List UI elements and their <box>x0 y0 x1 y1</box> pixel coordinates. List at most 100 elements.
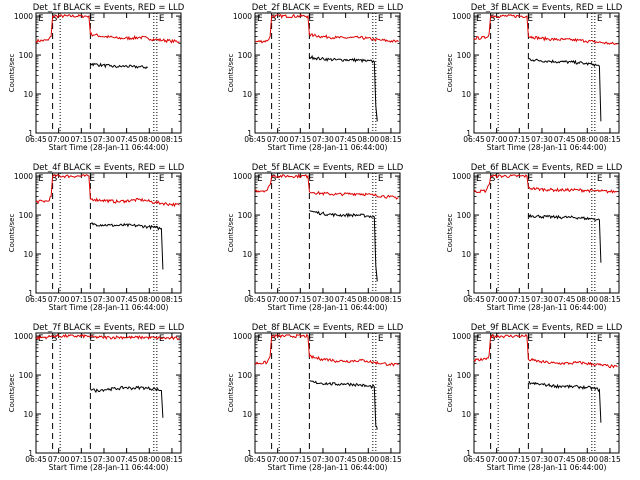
y-tick-label: 100 <box>19 51 34 60</box>
x-tick-label: 07:30 <box>93 135 115 144</box>
x-tick-label: 08:15 <box>599 295 621 304</box>
y-tick-label: 1000 <box>14 172 33 181</box>
y-tick-label: 100 <box>19 211 34 220</box>
plot-frame <box>473 332 620 454</box>
chart-title: Det_4f BLACK = Events, RED = LLD <box>33 163 185 173</box>
event-mark-label: E <box>378 174 384 184</box>
x-axis-label: Start Time (28-Jan-11 06:44:00) <box>268 303 388 312</box>
event-mark-label: E <box>378 334 384 344</box>
x-tick-label: 08:15 <box>380 455 402 464</box>
x-tick-label: 06:45 <box>25 455 47 464</box>
y-tick-label: 10 <box>23 410 33 419</box>
x-axis-label: Start Time (28-Jan-11 06:44:00) <box>268 463 388 472</box>
x-tick-label: 07:15 <box>290 455 312 464</box>
y-tick-label: 10 <box>461 250 471 259</box>
events-series-line <box>90 62 149 70</box>
x-tick-label: 07:30 <box>93 455 115 464</box>
plot-frame <box>473 12 620 134</box>
x-axis-label: Start Time (28-Jan-11 06:44:00) <box>487 303 607 312</box>
y-tick-label: 1000 <box>452 12 471 21</box>
x-tick-label: 07:30 <box>531 135 553 144</box>
y-tick-label: 10 <box>242 90 252 99</box>
y-axis-label: Counts/sec <box>227 54 235 93</box>
x-tick-label: 08:00 <box>357 135 379 144</box>
chart-title: Det_2f BLACK = Events, RED = LLD <box>252 3 404 13</box>
x-tick-label: 07:45 <box>554 295 576 304</box>
chart-panel: Det_3f BLACK = Events, RED = LLD 1 10 100 10… <box>446 3 623 152</box>
x-tick-label: 06:45 <box>244 295 266 304</box>
chart-title: Det_5f BLACK = Events, RED = LLD <box>252 163 404 173</box>
y-axis-label: Counts/sec <box>8 214 16 253</box>
x-tick-label: 07:00 <box>267 455 289 464</box>
x-tick-label: 08:00 <box>576 295 598 304</box>
x-tick-label: 07:15 <box>509 295 531 304</box>
lld-series-line <box>35 333 180 341</box>
plot-frame <box>35 12 182 134</box>
x-tick-label: 07:30 <box>531 455 553 464</box>
x-tick-label: 07:15 <box>71 455 93 464</box>
x-tick-label: 08:15 <box>161 135 183 144</box>
event-mark-label: S <box>271 334 277 344</box>
lld-series-line <box>35 173 180 208</box>
x-tick-label: 08:15 <box>161 455 183 464</box>
x-tick-label: 07:15 <box>290 295 312 304</box>
y-tick-label: 1000 <box>14 332 33 341</box>
y-tick-label: 100 <box>19 371 34 380</box>
chart-title: Det_7f BLACK = Events, RED = LLD <box>33 323 185 333</box>
x-tick-label: 08:15 <box>380 135 402 144</box>
chart-panel: Det_8f BLACK = Events, RED = LLD 1 10 100 10… <box>227 323 404 472</box>
x-tick-label: 08:00 <box>357 295 379 304</box>
x-tick-label: 07:15 <box>71 135 93 144</box>
x-tick-label: 08:00 <box>138 135 160 144</box>
event-mark-label: E <box>527 14 533 24</box>
x-tick-label: 08:00 <box>138 455 160 464</box>
y-tick-label: 10 <box>23 90 33 99</box>
events-series-line <box>308 54 378 122</box>
x-tick-label: 07:00 <box>267 135 289 144</box>
events-series-line <box>309 380 378 430</box>
x-tick-label: 08:00 <box>576 455 598 464</box>
event-mark-label: S <box>52 14 58 24</box>
x-tick-label: 06:45 <box>25 295 47 304</box>
events-series-line <box>528 380 602 423</box>
event-mark-label: E <box>378 14 384 24</box>
lld-series-line <box>254 13 399 44</box>
y-tick-label: 1 <box>247 129 252 138</box>
chart-title: Det_1f BLACK = Events, RED = LLD <box>33 3 185 13</box>
event-mark-label: E <box>89 174 95 184</box>
chart-panel: Det_9f BLACK = Events, RED = LLD 1 10 100 10… <box>446 323 623 472</box>
y-tick-label: 1 <box>247 449 252 458</box>
event-mark-label: E <box>476 14 482 24</box>
y-axis-label: Counts/sec <box>446 54 454 93</box>
event-mark-label: E <box>476 174 482 184</box>
event-mark-label: E <box>308 14 314 24</box>
chart-panel: Det_4f BLACK = Events, RED = LLD 1 10 100 10… <box>8 163 185 312</box>
event-mark-label: E <box>257 174 263 184</box>
chart-panel: Det_1f BLACK = Events, RED = LLD 1 10 100 10… <box>8 3 185 152</box>
chart-panel: Det_6f BLACK = Events, RED = LLD 1 10 100 10… <box>446 163 623 312</box>
lld-series-line <box>254 173 399 200</box>
plot-frame <box>254 12 401 134</box>
event-mark-label: S <box>52 334 58 344</box>
events-series-line <box>527 213 602 263</box>
x-tick-label: 07:45 <box>335 135 357 144</box>
x-tick-label: 07:45 <box>335 455 357 464</box>
event-mark-label: S <box>490 334 496 344</box>
event-mark-label: S <box>490 174 496 184</box>
event-mark-label: E <box>89 14 95 24</box>
event-mark-label: E <box>527 334 533 344</box>
x-tick-label: 06:45 <box>463 295 485 304</box>
x-tick-label: 08:15 <box>380 295 402 304</box>
plot-frame <box>35 332 182 454</box>
event-mark-label: E <box>257 14 263 24</box>
x-tick-label: 07:00 <box>48 135 70 144</box>
chart-panel: Det_7f BLACK = Events, RED = LLD 1 10 100 10… <box>8 323 185 472</box>
events-series-line <box>90 222 164 270</box>
y-tick-label: 1000 <box>14 12 33 21</box>
y-tick-label: 1 <box>466 129 471 138</box>
plot-frame <box>254 172 401 294</box>
y-tick-label: 1 <box>28 449 33 458</box>
x-tick-label: 08:00 <box>357 455 379 464</box>
y-tick-label: 1 <box>28 289 33 298</box>
